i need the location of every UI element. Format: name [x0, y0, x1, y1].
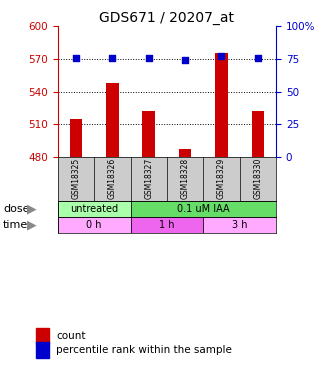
Point: [146, 55, 151, 61]
Point: [110, 55, 115, 61]
Text: GSM18330: GSM18330: [253, 158, 262, 200]
Point: [255, 55, 260, 61]
Text: GSM18328: GSM18328: [181, 158, 190, 200]
Bar: [36, 342, 49, 358]
Point: [219, 53, 224, 59]
Bar: [131, 201, 276, 216]
Text: 0.1 uM IAA: 0.1 uM IAA: [177, 204, 230, 213]
Text: 3 h: 3 h: [232, 219, 247, 230]
Text: dose: dose: [3, 204, 30, 213]
Text: ▶: ▶: [27, 202, 37, 215]
Bar: [131, 216, 203, 232]
Bar: [203, 216, 276, 232]
Bar: [58, 216, 131, 232]
Text: percentile rank within the sample: percentile rank within the sample: [56, 345, 232, 355]
Text: untreated: untreated: [70, 204, 118, 213]
Text: GSM18327: GSM18327: [144, 158, 153, 200]
Bar: [251, 111, 264, 157]
Point: [183, 57, 188, 63]
Bar: [215, 54, 228, 157]
Text: 1 h: 1 h: [159, 219, 175, 230]
Text: 0 h: 0 h: [86, 219, 102, 230]
Bar: [106, 83, 119, 157]
Point: [74, 55, 79, 61]
Text: GSM18326: GSM18326: [108, 158, 117, 200]
Bar: [70, 119, 82, 157]
Text: GSM18329: GSM18329: [217, 158, 226, 200]
Text: count: count: [56, 331, 86, 341]
Bar: [179, 149, 191, 157]
Bar: [36, 328, 49, 344]
Bar: [142, 111, 155, 157]
Bar: [58, 201, 131, 216]
Text: GSM18325: GSM18325: [72, 158, 81, 200]
Text: time: time: [3, 219, 29, 230]
Text: ▶: ▶: [27, 218, 37, 231]
Title: GDS671 / 20207_at: GDS671 / 20207_at: [100, 11, 234, 25]
